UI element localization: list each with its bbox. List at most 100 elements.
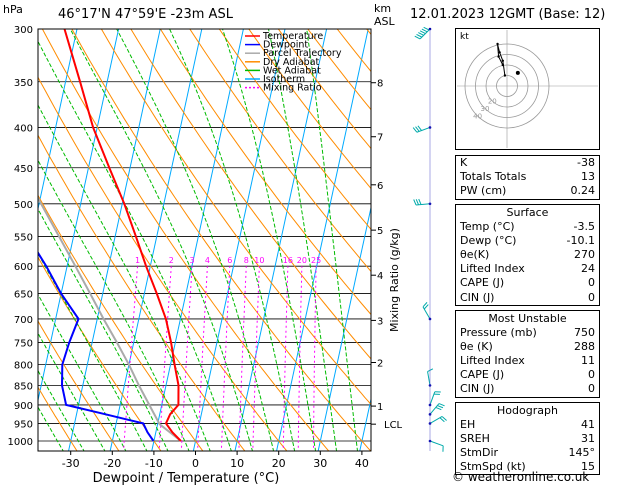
temperature-tick-label: 40 <box>355 457 369 470</box>
lcl-label: LCL <box>384 420 403 431</box>
temperature-tick-label: -10 <box>145 457 163 470</box>
height-tick-label: 1 <box>377 402 383 413</box>
temperature-tick-label: 30 <box>313 457 327 470</box>
isotherm-line <box>276 29 369 451</box>
surface-row: Lifted Index 24 <box>456 262 599 276</box>
credit-label: © weatheronline.co.uk <box>452 470 590 484</box>
wind-barb-flag <box>414 35 421 40</box>
index-row-label: PW (cm) <box>460 184 507 198</box>
wind-barb-flag <box>439 417 445 423</box>
hodograph-row-value: 41 <box>581 417 595 431</box>
mixing-ratio-line <box>252 266 260 451</box>
isotherm-line <box>317 205 371 451</box>
wind-barb-flag <box>418 32 424 36</box>
pressure-tick-label: 350 <box>14 78 33 89</box>
wind-barbs <box>412 26 447 452</box>
surface-row-value: 0 <box>588 290 595 304</box>
wet-adiabat-line <box>169 29 296 451</box>
wet-adiabat-line <box>38 40 232 451</box>
wet-adiabat-line <box>268 29 338 451</box>
hodograph-title: Hodograph <box>497 403 558 417</box>
dry-adiabat-line <box>159 29 371 316</box>
most-unstable-row-label: Pressure (mb) <box>460 325 537 339</box>
hodograph-row-label: StmDir <box>460 446 499 459</box>
height-tick-label: 5 <box>377 226 383 237</box>
pressure-tick-label: 700 <box>14 315 33 326</box>
wind-barb-flag <box>422 302 428 308</box>
surface-row-label: Temp (°C) <box>460 219 515 233</box>
surface-row: CIN (J) 0 <box>456 291 599 305</box>
pressure-tick-label: 950 <box>14 419 33 430</box>
height-tick-label: 2 <box>377 358 383 369</box>
index-row: PW (cm) 0.24 <box>456 184 599 198</box>
surface-title: Surface <box>506 205 549 219</box>
surface-row-label: Dewp (°C) <box>460 233 517 247</box>
hodograph-row-value: 15 <box>581 460 595 474</box>
index-row: K -38 <box>456 156 599 170</box>
wind-barb-staff <box>427 371 431 386</box>
pressure-unit-label: hPa <box>3 3 23 16</box>
wind-barb-flag <box>438 403 445 407</box>
surface-row-value: 24 <box>581 262 595 276</box>
wind-barb-flag <box>415 126 420 132</box>
wet-adiabat-line <box>69 29 253 451</box>
index-row-value: -38 <box>577 156 595 169</box>
isotherm-line <box>151 29 244 451</box>
height-tick-label: 6 <box>377 181 383 192</box>
surface-row: CAPE (J) 0 <box>456 276 599 290</box>
wet-adiabat-line <box>306 29 358 451</box>
wind-barb-flag <box>417 125 422 131</box>
dry-adiabat-line <box>100 29 371 406</box>
surface-row-value: 0 <box>588 276 595 290</box>
hodograph-point <box>498 51 501 54</box>
mixing-ratio-line <box>297 266 303 451</box>
mixing-ratio-label: 6 <box>227 256 232 265</box>
dry-adiabat-line <box>41 29 330 451</box>
index-row-value: 13 <box>581 170 595 184</box>
mixing-ratio-label: 3 <box>190 256 195 265</box>
hodograph-row-label: StmSpd (kt) <box>460 460 526 474</box>
mixing-ratio-label: 4 <box>205 256 210 265</box>
surface-row-value: -10.1 <box>566 233 595 247</box>
indices-table: K -38 Totals Totals 13 PW (cm) 0.24 <box>455 155 600 200</box>
dry-adiabat-line <box>38 256 162 451</box>
dry-adiabat-line <box>38 386 78 451</box>
wet-adiabat-line <box>38 208 169 451</box>
height-tick-label: 7 <box>377 133 383 144</box>
isotherm-line <box>109 29 203 451</box>
wind-barb-flag <box>416 33 423 38</box>
surface-row-label: CAPE (J) <box>460 276 505 290</box>
pressure-tick-label: 300 <box>14 25 33 36</box>
pressure-tick-label: 600 <box>14 262 33 273</box>
wind-barb-flag <box>421 28 428 33</box>
datetime-label: 12.01.2023 12GMT (Base: 12) <box>410 7 606 22</box>
surface-row-value: 270 <box>574 247 595 261</box>
height-unit-label: km ASL <box>374 2 395 28</box>
mixing-ratio-line <box>238 266 247 451</box>
hodograph-table: Hodograph EH 41 SREH 31 StmDir 145° StmSpd (kt… <box>455 401 600 476</box>
most-unstable-row: θe (K) 288 <box>456 340 599 354</box>
dry-adiabat-line <box>71 29 371 451</box>
hodograph-point <box>503 74 507 77</box>
legend-label: Isotherm <box>263 74 305 85</box>
wind-barb-flag <box>418 198 422 205</box>
most-unstable-row-label: CAPE (J) <box>460 368 505 382</box>
wet-adiabat-line <box>38 252 148 451</box>
hodograph-point <box>497 55 500 58</box>
mixing-ratio-line <box>282 266 289 451</box>
hodograph-row: EH 41 <box>456 418 599 432</box>
mixing-ratio-label: 2 <box>169 256 174 265</box>
wet-adiabat-line <box>38 159 190 451</box>
mixing-ratio-line <box>123 266 139 451</box>
parcel-trajectory-line <box>38 195 182 442</box>
legend-label: Dewpoint <box>263 40 308 51</box>
most-unstable-row: Pressure (mb) 750 <box>456 326 599 340</box>
hodograph-point <box>496 42 499 46</box>
hodograph-ring-label: 30 <box>480 105 489 113</box>
most-unstable-row-value: 750 <box>574 325 595 339</box>
most-unstable-row-value: 0 <box>588 368 595 382</box>
wet-adiabat-line <box>38 406 64 451</box>
wet-adiabat-line <box>38 332 106 451</box>
mixing-ratio-axis-label: Mixing Ratio (g/kg) <box>388 228 401 332</box>
